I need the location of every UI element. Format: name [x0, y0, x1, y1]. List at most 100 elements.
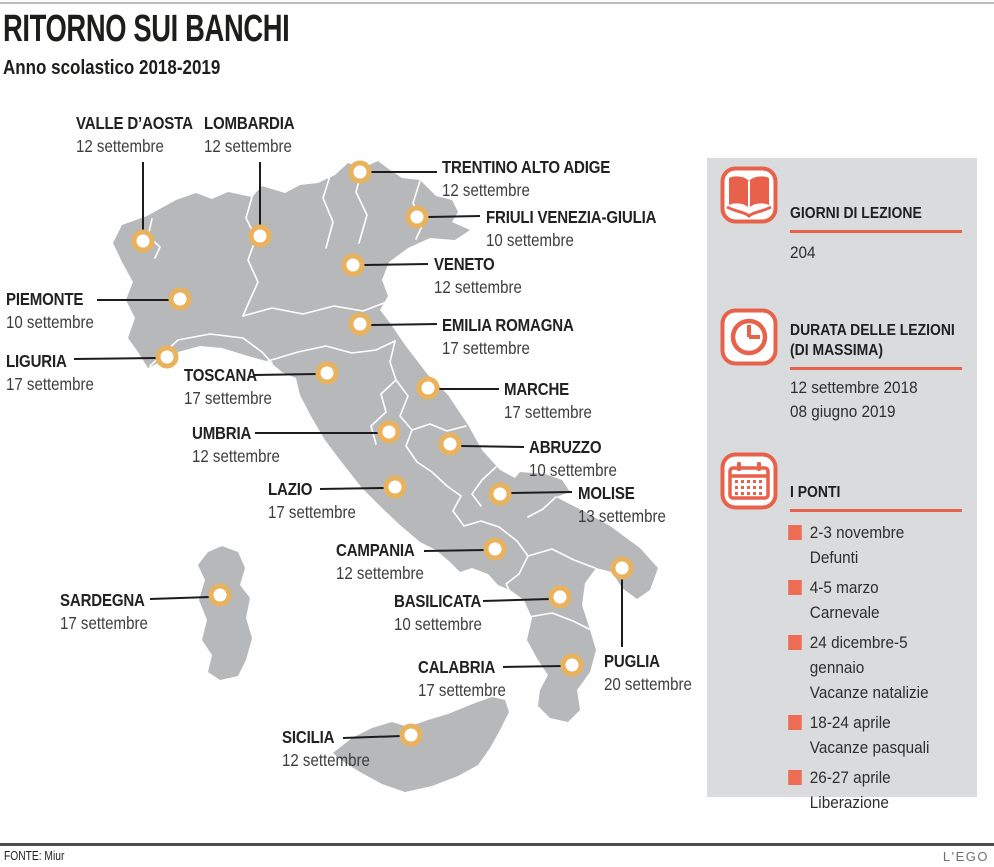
- region-name: ABRUZZO: [529, 437, 602, 457]
- region-name: LOMBARDIA: [204, 113, 295, 133]
- region-name: PUGLIA: [604, 651, 660, 671]
- marker-valle-d-aosta: [131, 229, 155, 253]
- ponti-name: Defunti: [809, 548, 859, 567]
- accent-rule: [790, 230, 962, 233]
- section-title: DURATA DELLE LEZIONI (DI MASSIMA): [790, 322, 955, 359]
- region-date: 17 settembre: [504, 402, 592, 422]
- ponti-list: 2-3 novembre Defunti 4-5 marzo Carnevale…: [788, 520, 962, 815]
- marker-trentino-alto-adige: [348, 160, 372, 184]
- footer-rule: [0, 843, 994, 846]
- ponti-name: Vacanze pasquali: [809, 738, 930, 757]
- ponti-item: 18-24 aprile Vacanze pasquali: [788, 710, 962, 760]
- section-i-ponti: I PONTI 2-3 novembre Defunti 4-5 marzo C…: [788, 483, 962, 820]
- ponti-name: Vacanze natalizie: [809, 683, 929, 702]
- region-name: PIEMONTE: [6, 289, 84, 309]
- top-rule: [0, 2, 994, 4]
- marker-liguria: [155, 345, 179, 369]
- region-name: FRIULI VENEZIA-GIULIA: [486, 207, 657, 227]
- region-markers: [131, 160, 634, 747]
- region-date: 17 settembre: [184, 388, 272, 408]
- bullet-square: [788, 525, 802, 540]
- region-date: 10 settembre: [529, 460, 617, 480]
- marker-molise: [488, 482, 512, 506]
- region-date: 12 settembre: [192, 446, 280, 466]
- region-label-molise: MOLISE 13 settembre: [578, 482, 666, 528]
- region-name: VENETO: [434, 254, 495, 274]
- region-date: 12 settembre: [336, 563, 424, 583]
- region-label-valle-d-aosta: VALLE D’AOSTA 12 settembre: [76, 112, 193, 158]
- marker-toscana: [315, 361, 339, 385]
- region-name: LAZIO: [268, 479, 313, 499]
- region-label-piemonte: PIEMONTE 10 settembre: [6, 288, 94, 334]
- sicily-shape: [333, 697, 509, 792]
- region-date: 17 settembre: [418, 680, 506, 700]
- bullet-square: [788, 770, 802, 785]
- region-date: 12 settembre: [442, 180, 530, 200]
- marker-piemonte: [168, 287, 192, 311]
- sidebar: GIORNI DI LEZIONE 204 DURATA DELLE LEZIO…: [707, 158, 977, 812]
- region-label-liguria: LIGURIA 17 settembre: [6, 350, 94, 396]
- marker-emilia-romagna: [348, 312, 372, 336]
- section-title: GIORNI DI LEZIONE: [790, 205, 922, 222]
- region-date: 17 settembre: [6, 374, 94, 394]
- marker-lazio: [383, 475, 407, 499]
- region-date: 12 settembre: [434, 277, 522, 297]
- marker-veneto: [341, 253, 365, 277]
- region-name: BASILICATA: [394, 591, 482, 611]
- connector-friuli-venezia-giulia: [427, 215, 481, 218]
- duration-start-date: 12 settembre 2018: [790, 378, 918, 397]
- region-label-trentino-alto-adige: TRENTINO ALTO ADIGE 12 settembre: [442, 156, 610, 202]
- region-label-puglia: PUGLIA 20 settembre: [604, 650, 692, 696]
- ponti-dates: 4-5 marzo: [809, 578, 879, 597]
- region-name: MOLISE: [578, 483, 635, 503]
- marker-umbria: [377, 420, 401, 444]
- region-date: 10 settembre: [486, 230, 574, 250]
- region-label-sardegna: SARDEGNA 17 settembre: [60, 589, 148, 635]
- connector-lazio: [319, 487, 386, 490]
- bullet-square: [788, 580, 802, 595]
- region-date: 20 settembre: [604, 674, 692, 694]
- region-name: TRENTINO ALTO ADIGE: [442, 157, 611, 177]
- ponti-item: 26-27 aprile Liberazione: [788, 765, 962, 815]
- region-name: MARCHE: [504, 379, 570, 399]
- connector-lines: [73, 162, 623, 739]
- accent-rule: [790, 509, 962, 512]
- connector-calabria: [502, 665, 563, 668]
- region-name: SARDEGNA: [60, 590, 145, 610]
- lesson-days-value: 204: [790, 243, 816, 262]
- ponti-name: Carnevale: [809, 603, 880, 622]
- footer-credit: L'EGO: [942, 849, 989, 864]
- marker-sicilia: [399, 723, 423, 747]
- ponti-dates: 26-27 aprile: [809, 768, 891, 787]
- marker-lombardia: [248, 224, 272, 248]
- marker-marche: [416, 376, 440, 400]
- region-label-basilicata: BASILICATA 10 settembre: [394, 590, 482, 636]
- section-durata-lezioni: DURATA DELLE LEZIONI (DI MASSIMA) 12 set…: [790, 321, 962, 424]
- region-label-umbria: UMBRIA 12 settembre: [192, 422, 280, 468]
- bullet-square: [788, 715, 802, 730]
- ponti-dates: 24 dicembre-5 gennaio: [809, 633, 908, 677]
- region-date: 10 settembre: [394, 614, 482, 634]
- bullet-square: [788, 635, 802, 650]
- marker-campania: [483, 537, 507, 561]
- connector-liguria: [73, 357, 157, 360]
- book-icon: [720, 166, 778, 224]
- page-subtitle: Anno scolastico 2018-2019: [3, 57, 221, 79]
- region-date: 17 settembre: [60, 613, 148, 633]
- region-label-abruzzo: ABRUZZO 10 settembre: [529, 436, 617, 482]
- accent-rule: [790, 367, 962, 370]
- connector-molise: [510, 491, 573, 494]
- region-label-campania: CAMPANIA 12 settembre: [336, 539, 424, 585]
- region-date: 17 settembre: [442, 338, 530, 358]
- connector-veneto: [363, 263, 429, 266]
- region-date: 10 settembre: [6, 312, 94, 332]
- region-label-sicilia: SICILIA 12 settembre: [282, 726, 370, 772]
- region-name: SICILIA: [282, 727, 335, 747]
- region-name: CALABRIA: [418, 657, 496, 677]
- region-label-veneto: VENETO 12 settembre: [434, 253, 522, 299]
- duration-end-date: 08 giugno 2019: [790, 402, 896, 421]
- region-label-lombardia: LOMBARDIA 12 settembre: [204, 112, 295, 158]
- ponti-name: Liberazione: [809, 793, 889, 812]
